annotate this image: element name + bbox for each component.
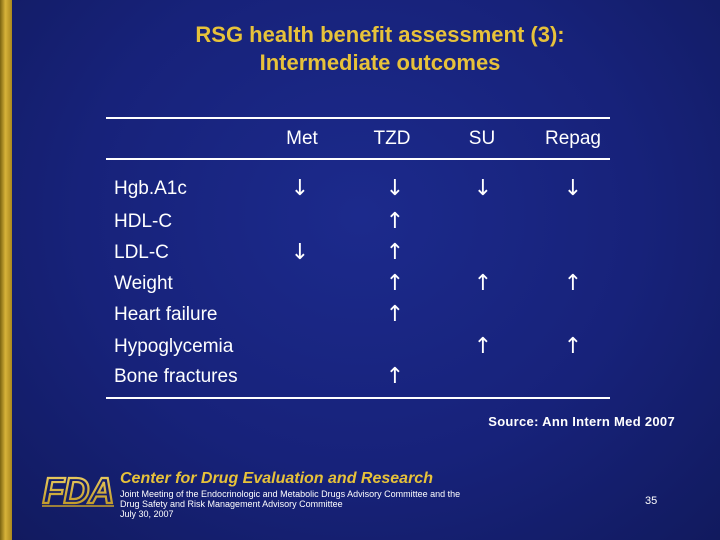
cell-hdl-c-tzd: ↑ xyxy=(385,209,405,234)
left-accent-bar xyxy=(0,0,12,540)
row-label-bone-fractures: Bone fractures xyxy=(114,366,238,387)
page-number: 35 xyxy=(645,495,658,507)
cell-weight-tzd: ↑ xyxy=(385,271,405,296)
cell-weight-su: ↑ xyxy=(473,271,493,296)
row-label-hdl-c: HDL-C xyxy=(114,211,173,232)
table-top-rule xyxy=(106,117,610,119)
meeting-line-2: Drug Safety and Risk Management Advisory… xyxy=(120,499,343,509)
fda-logo-text: FDA xyxy=(43,470,114,510)
fda-logo: FDA xyxy=(41,470,115,510)
table-bottom-rule xyxy=(106,397,610,399)
cell-hgba1c-su: ↓ xyxy=(473,176,493,201)
cell-weight-repag: ↑ xyxy=(563,271,583,296)
cell-hgba1c-tzd: ↓ xyxy=(385,176,405,201)
row-label-weight: Weight xyxy=(114,273,173,294)
center-name: Center for Drug Evaluation and Research xyxy=(120,470,433,487)
column-header-met: Met xyxy=(286,128,318,149)
cell-heart-failure-tzd: ↑ xyxy=(385,302,405,327)
meeting-date: July 30, 2007 xyxy=(120,509,174,519)
meeting-info: Joint Meeting of the Endocrinologic and … xyxy=(120,489,560,519)
cell-bone-fractures-tzd: ↑ xyxy=(385,364,405,389)
column-header-su: SU xyxy=(468,128,496,149)
cell-hgba1c-met: ↓ xyxy=(290,176,310,201)
slide-title-line1: RSG health benefit assessment (3): xyxy=(195,22,565,47)
cell-ldl-c-tzd: ↑ xyxy=(385,240,405,265)
cell-hgba1c-repag: ↓ xyxy=(563,176,583,201)
cell-hypoglycemia-su: ↑ xyxy=(473,334,493,359)
row-label-ldl-c: LDL-C xyxy=(114,242,169,263)
table-header-rule xyxy=(106,158,610,160)
column-header-repag: Repag xyxy=(545,128,601,149)
source-citation: Source: Ann Intern Med 2007 xyxy=(488,414,675,429)
slide-title-line2: Intermediate outcomes xyxy=(259,50,501,75)
column-header-tzd: TZD xyxy=(373,128,411,149)
cell-hypoglycemia-repag: ↑ xyxy=(563,334,583,359)
meeting-line-1: Joint Meeting of the Endocrinologic and … xyxy=(120,489,461,499)
cell-ldl-c-met: ↓ xyxy=(290,240,310,265)
row-label-heart-failure: Heart failure xyxy=(114,304,218,325)
row-label-hypoglycemia: Hypoglycemia xyxy=(114,336,234,357)
row-label-hgba1c: Hgb.A1c xyxy=(114,178,187,199)
